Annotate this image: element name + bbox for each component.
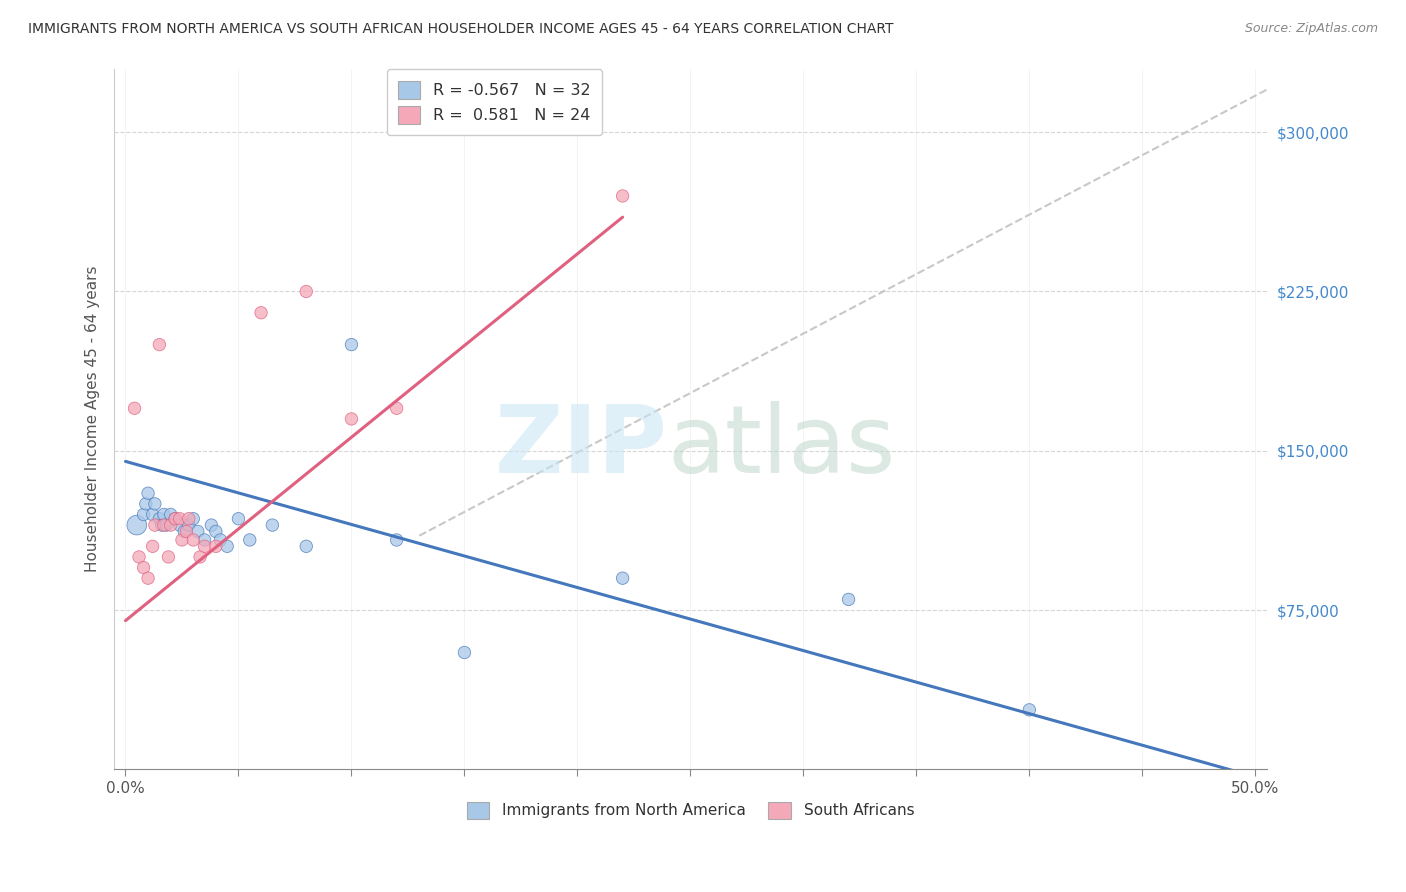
Point <box>169 518 191 533</box>
Point <box>128 549 150 564</box>
Point <box>132 508 155 522</box>
Point <box>194 533 217 547</box>
Point <box>181 533 204 547</box>
Text: atlas: atlas <box>668 401 896 493</box>
Point <box>188 549 211 564</box>
Point <box>148 512 170 526</box>
Point <box>205 524 228 539</box>
Point <box>838 592 860 607</box>
Point <box>165 512 187 526</box>
Point <box>262 518 284 533</box>
Point <box>132 560 155 574</box>
Point <box>170 533 193 547</box>
Point <box>135 497 157 511</box>
Point <box>228 512 250 526</box>
Point <box>295 539 318 553</box>
Point <box>209 533 232 547</box>
Point <box>340 337 363 351</box>
Point <box>148 337 170 351</box>
Point <box>136 486 159 500</box>
Point <box>239 533 262 547</box>
Point <box>173 524 195 539</box>
Point <box>143 497 166 511</box>
Point <box>385 533 408 547</box>
Point <box>177 518 200 533</box>
Point <box>340 412 363 426</box>
Point <box>217 539 239 553</box>
Point <box>295 285 318 299</box>
Point <box>142 539 165 553</box>
Point <box>1018 703 1040 717</box>
Point <box>159 508 181 522</box>
Point <box>159 518 181 533</box>
Point <box>205 539 228 553</box>
Point <box>612 571 634 585</box>
Point <box>143 518 166 533</box>
Point <box>612 189 634 203</box>
Point <box>136 571 159 585</box>
Point <box>385 401 408 416</box>
Text: IMMIGRANTS FROM NORTH AMERICA VS SOUTH AFRICAN HOUSEHOLDER INCOME AGES 45 - 64 Y: IMMIGRANTS FROM NORTH AMERICA VS SOUTH A… <box>28 22 894 37</box>
Point <box>169 512 191 526</box>
Point <box>157 549 180 564</box>
Point <box>155 518 177 533</box>
Point <box>176 524 198 539</box>
Text: ZIP: ZIP <box>495 401 668 493</box>
Point <box>200 518 222 533</box>
Point <box>142 508 165 522</box>
Point <box>165 512 187 526</box>
Point <box>124 401 146 416</box>
Text: Source: ZipAtlas.com: Source: ZipAtlas.com <box>1244 22 1378 36</box>
Point <box>150 518 173 533</box>
Point <box>453 646 475 660</box>
Point <box>125 518 148 533</box>
Point <box>153 508 176 522</box>
Point <box>177 512 200 526</box>
Point <box>194 539 217 553</box>
Point <box>187 524 209 539</box>
Point <box>153 518 176 533</box>
Point <box>250 306 273 320</box>
Legend: Immigrants from North America, South Africans: Immigrants from North America, South Afr… <box>460 796 921 825</box>
Y-axis label: Householder Income Ages 45 - 64 years: Householder Income Ages 45 - 64 years <box>86 266 100 572</box>
Point <box>181 512 204 526</box>
